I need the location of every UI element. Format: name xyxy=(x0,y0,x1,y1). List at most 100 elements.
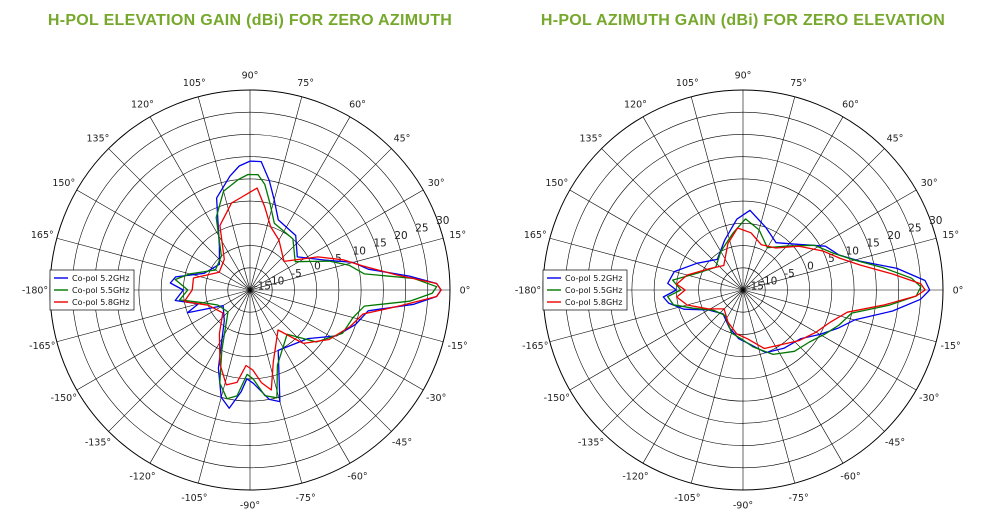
angle-tick-label: -105° xyxy=(674,493,700,504)
angular-grid-line xyxy=(249,116,351,291)
angle-tick-label: -165° xyxy=(29,341,55,352)
legend-label: Co-pol 5.5GHz xyxy=(72,286,129,295)
radial-tick-label: -15 xyxy=(747,281,764,293)
angle-tick-label: 45° xyxy=(887,133,904,144)
angle-tick-label: 120° xyxy=(131,99,154,110)
radial-grid-ring xyxy=(720,267,766,313)
legend-label: Co-pol 5.2GHz xyxy=(72,274,129,283)
angle-tick-label: 60° xyxy=(349,99,366,110)
angle-tick-label: -90° xyxy=(733,501,753,512)
radial-grid-ring xyxy=(653,200,833,380)
elevation-chart-panel: H-POL ELEVATION GAIN (dBi) FOR ZERO AZIM… xyxy=(0,0,492,528)
angle-tick-label: 150° xyxy=(545,178,568,189)
angle-tick-label: -30° xyxy=(919,393,939,404)
radial-tick-label: 20 xyxy=(887,230,900,242)
angular-grid-line xyxy=(742,289,937,343)
angle-tick-label: -180° xyxy=(515,286,541,297)
angular-grid-line xyxy=(76,189,251,291)
angle-tick-label: -75° xyxy=(789,493,809,504)
radial-tick-label: 15 xyxy=(866,238,879,250)
radial-tick-label: -5 xyxy=(291,268,301,280)
radial-tick-label: -15 xyxy=(254,281,271,293)
angle-tick-label: 0° xyxy=(953,286,964,297)
angular-grid-line xyxy=(108,289,251,432)
angular-grid-line xyxy=(742,116,844,291)
angular-grid-line xyxy=(569,289,744,391)
angular-grid-line xyxy=(742,96,796,291)
angle-tick-label: -135° xyxy=(578,438,604,449)
angle-tick-label: 105° xyxy=(676,78,699,89)
angle-tick-label: 75° xyxy=(297,78,314,89)
angle-tick-label: 165° xyxy=(524,230,547,241)
angular-grid-line xyxy=(108,148,251,291)
angle-tick-label: 135° xyxy=(580,133,603,144)
angle-tick-label: 15° xyxy=(942,230,959,241)
azimuth-polar-chart: 0° 15° 30° 45° 60° 75° 90° 105° 120° 135° 150° 165°… xyxy=(515,71,964,512)
legend-label: Co-pol 5.2GHz xyxy=(565,274,622,283)
angular-grid-line xyxy=(56,289,251,343)
angular-grid-line xyxy=(249,289,392,432)
angle-tick-label: 150° xyxy=(52,178,75,189)
angle-tick-label: -75° xyxy=(296,493,316,504)
angular-grid-line xyxy=(149,289,251,464)
radial-tick-label: 20 xyxy=(394,230,407,242)
radial-tick-label: -5 xyxy=(784,268,794,280)
radial-grid-ring xyxy=(698,245,788,335)
angle-tick-label: -90° xyxy=(240,501,260,512)
angular-grid-line xyxy=(249,289,444,343)
chart-title: H-POL AZIMUTH GAIN (dBi) FOR ZERO ELEVAT… xyxy=(540,12,946,29)
angle-tick-label: -30° xyxy=(426,393,446,404)
angle-tick-label: -45° xyxy=(392,438,412,449)
radial-tick-label: 0 xyxy=(807,261,814,273)
angle-tick-label: 30° xyxy=(921,178,938,189)
angular-grid-line xyxy=(690,289,744,484)
angular-grid-line xyxy=(742,289,844,464)
radial-tick-label: 5 xyxy=(828,253,835,265)
angle-tick-label: 105° xyxy=(183,78,206,89)
angle-tick-label: -60° xyxy=(840,472,860,483)
angular-grid-line xyxy=(742,237,937,291)
angle-tick-label: -150° xyxy=(544,393,570,404)
angular-grid-line xyxy=(742,148,885,291)
angular-grid-line xyxy=(56,237,251,291)
angular-grid-line xyxy=(642,116,744,291)
angle-tick-label: 90° xyxy=(242,71,259,82)
legend-label: Co-pol 5.8GHz xyxy=(72,298,129,307)
radial-grid-ring xyxy=(160,200,340,380)
angular-grid-line xyxy=(249,289,424,391)
angular-grid-line xyxy=(742,289,885,432)
radial-tick-label: 30 xyxy=(436,215,449,227)
angle-tick-label: 120° xyxy=(624,99,647,110)
azimuth-chart-panel: H-POL AZIMUTH GAIN (dBi) FOR ZERO ELEVAT… xyxy=(493,0,985,528)
angular-grid-line xyxy=(742,289,917,391)
angular-grid-line xyxy=(249,289,351,464)
legend-label: Co-pol 5.8GHz xyxy=(565,298,622,307)
angular-grid-line xyxy=(569,189,744,291)
angular-grid-line xyxy=(549,289,744,343)
angular-grid-line xyxy=(249,189,424,291)
angular-grid-line xyxy=(149,116,251,291)
series-line xyxy=(662,209,931,354)
angle-tick-label: -15° xyxy=(448,341,468,352)
radial-tick-label: 30 xyxy=(929,215,942,227)
series-line xyxy=(675,227,926,350)
angle-tick-label: -150° xyxy=(51,393,77,404)
angle-tick-label: -105° xyxy=(181,493,207,504)
angular-grid-line xyxy=(742,289,796,484)
series-line xyxy=(169,160,442,409)
radial-tick-label: 25 xyxy=(415,223,428,235)
angle-tick-label: 75° xyxy=(790,78,807,89)
legend-label: Co-pol 5.5GHz xyxy=(565,286,622,295)
radial-tick-label: 25 xyxy=(908,223,921,235)
angle-tick-label: 45° xyxy=(394,133,411,144)
angular-grid-line xyxy=(249,148,392,291)
radial-grid-ring xyxy=(631,178,855,402)
angular-grid-line xyxy=(601,289,744,432)
angle-tick-label: 90° xyxy=(735,71,752,82)
angular-grid-line xyxy=(601,148,744,291)
angular-grid-line xyxy=(690,96,744,291)
angle-tick-label: -60° xyxy=(347,472,367,483)
angular-grid-line xyxy=(197,289,251,484)
chart-title: H-POL ELEVATION GAIN (dBi) FOR ZERO AZIM… xyxy=(47,12,453,29)
angular-grid-line xyxy=(249,96,303,291)
